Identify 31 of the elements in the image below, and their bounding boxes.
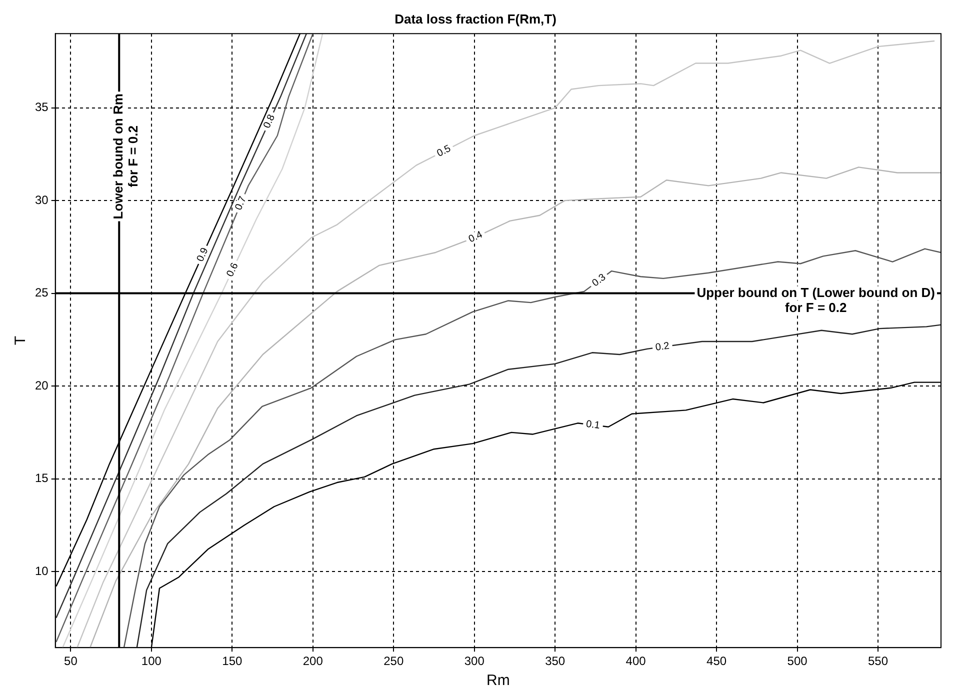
chart-title: Data loss fraction F(Rm,T) — [394, 11, 556, 26]
y-tick-label: 25 — [34, 286, 49, 300]
x-tick-label: 500 — [787, 654, 808, 668]
x-tick-label: 350 — [545, 654, 566, 668]
annotation: Lower bound on Rm for F = 0.2 — [110, 94, 141, 220]
text: 0.9 — [195, 246, 211, 264]
y-tick-label: 15 — [34, 471, 49, 486]
x-tick-label: 100 — [141, 654, 162, 668]
series-label: 0.4 — [467, 229, 485, 246]
x-tick-label: 200 — [302, 654, 324, 668]
x-tick-label: 250 — [384, 654, 404, 668]
x-tick-label: 150 — [222, 654, 242, 668]
y-tick-label: 35 — [34, 100, 49, 114]
text: 0.6 — [224, 260, 241, 279]
text: 0.7 — [233, 194, 250, 212]
x-tick-label: 550 — [868, 654, 888, 668]
x-tick-label: 300 — [464, 654, 485, 668]
y-tick-label: 10 — [34, 564, 49, 578]
text: 0.5 — [435, 143, 454, 160]
y-tick-label: 30 — [34, 192, 49, 207]
x-axis-title: Rm — [486, 672, 510, 690]
annotation: Upper bound on T (Lower bound on D) for F = 0.2 — [696, 284, 936, 315]
y-axis-title: T — [12, 336, 30, 346]
x-tick-label: 450 — [706, 654, 727, 668]
y-tick-label: 20 — [34, 378, 49, 392]
text: 0.3 — [590, 272, 608, 290]
x-tick-label: 50 — [64, 654, 78, 668]
text: 0.2 — [654, 340, 671, 354]
text: 0.1 — [585, 418, 601, 432]
text: 0.8 — [262, 112, 278, 130]
x-tick-label: 400 — [626, 654, 646, 668]
